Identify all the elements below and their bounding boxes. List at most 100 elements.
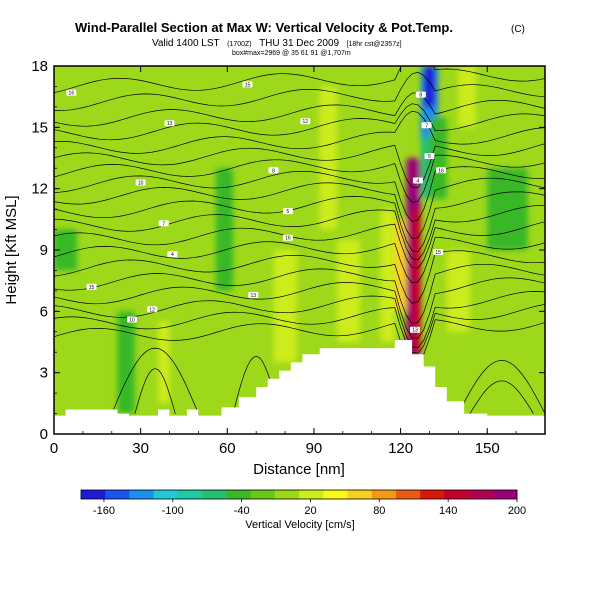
- y-tick-label: 0: [40, 426, 48, 443]
- contour-line: [54, 303, 545, 354]
- colorbar-swatch: [202, 490, 227, 499]
- contour-label-text: 15: [435, 250, 441, 256]
- contour-label: 12: [147, 306, 158, 313]
- contour-label-text: 13: [167, 121, 173, 127]
- contour-label: 10: [135, 179, 146, 187]
- x-tick-label: 90: [306, 440, 323, 457]
- contour-label-box: [282, 234, 293, 241]
- colorbar-swatch: [468, 490, 494, 499]
- y-axis-label: Height [Kft MSL]: [3, 195, 20, 304]
- terrain-mask: [54, 340, 545, 434]
- contour-labels: 16 15 13 12 10 8 7 5 4 16 15 13 12 10 8 7 5 4 16 15 13: [66, 81, 447, 334]
- contour-label: 8: [415, 91, 426, 99]
- contour-label: 16: [66, 89, 77, 97]
- contour-label-box: [433, 249, 444, 256]
- subtitle-forecast: [18hr cst@2357z]: [347, 41, 402, 48]
- contour-label-box: [300, 118, 311, 125]
- contour-line: [54, 204, 545, 261]
- field-cell: [117, 311, 135, 414]
- contour-label: 15: [433, 249, 444, 256]
- contour-label-box: [248, 291, 259, 298]
- contour-line: [54, 319, 545, 365]
- contour-line: [54, 110, 545, 154]
- contour-label-box: [412, 177, 423, 184]
- contour-line: [54, 177, 545, 239]
- field-cell: [157, 321, 170, 404]
- colorbar-label: Vertical Velocity [cm/s]: [245, 519, 354, 531]
- colorbar-swatch: [347, 490, 372, 499]
- contour-label-text: 7: [425, 123, 428, 129]
- contour-label-text: 5: [287, 209, 290, 215]
- colorbar-tick-label: 140: [439, 505, 457, 517]
- colorbar-swatch: [105, 490, 130, 499]
- contour-label: 4: [412, 177, 423, 184]
- field-cell: [412, 209, 421, 353]
- contour-label-box: [268, 167, 279, 174]
- contour-line: [458, 360, 545, 414]
- contour-label: 16: [282, 234, 293, 242]
- contour-label-box: [86, 283, 97, 290]
- contour-label-box: [147, 306, 158, 313]
- contour-label-text: 7: [162, 221, 165, 227]
- colorbar-frame: [80, 489, 518, 500]
- contour-label-text: 10: [129, 318, 135, 324]
- contour-line: [54, 66, 545, 93]
- field-cell: [337, 239, 361, 342]
- contour-line: [54, 277, 545, 339]
- y-tick-label: 15: [31, 119, 48, 136]
- contour-label-text: 13: [251, 293, 257, 299]
- contour-label-text: 8: [272, 168, 275, 174]
- contour-label-text: 13: [412, 328, 418, 334]
- contour-label: 15: [242, 81, 253, 88]
- y-axis: 0 3 6 9 12 15 18: [31, 58, 545, 443]
- contour-label: 7: [421, 122, 432, 129]
- contour-label-text: 4: [171, 252, 174, 258]
- subtitle-valid: Valid 1400 LST: [152, 38, 220, 49]
- contour-label-box: [66, 89, 77, 96]
- contour-line: [54, 263, 545, 324]
- x-tick-label: 30: [132, 440, 149, 457]
- colorbar-tick-label: -160: [93, 505, 115, 517]
- colorbar-tick-label: 200: [508, 505, 526, 517]
- colorbar-tick-label: -40: [234, 505, 250, 517]
- colorbar: -160 -100 -40 20 80 140 200: [80, 489, 526, 517]
- colorbar-swatch: [274, 490, 300, 499]
- colorbar-swatch: [153, 490, 179, 499]
- contour-label-box: [164, 120, 175, 127]
- contour-label-box: [415, 91, 426, 98]
- field-cell: [380, 209, 395, 342]
- colorbar-swatch: [492, 490, 518, 499]
- contour-label: 13: [410, 326, 421, 334]
- contour-label-text: 10: [138, 181, 144, 187]
- contour-label-text: 15: [89, 285, 95, 291]
- contour-label: 15: [86, 283, 97, 291]
- field-cell: [446, 250, 470, 332]
- contour-label-text: 12: [149, 307, 155, 313]
- y-tick-label: 3: [40, 365, 48, 382]
- contour-label-text: 4: [417, 178, 420, 184]
- colorbar-tick-label: 80: [373, 505, 385, 517]
- contour-label: 5: [424, 152, 435, 160]
- contour-line: [54, 154, 545, 203]
- colorbar-tick-label: 20: [304, 505, 316, 517]
- contour-label: 8: [268, 167, 279, 174]
- contour-label: 7: [158, 220, 169, 227]
- contour-line: [111, 347, 199, 414]
- contour-line: [54, 291, 545, 349]
- x-tick-label: 120: [388, 440, 413, 457]
- x-tick-label: 150: [475, 440, 500, 457]
- contour-label: 13: [248, 291, 259, 299]
- colorbar-swatch: [177, 490, 203, 499]
- contour-line: [54, 103, 545, 141]
- contour-line: [134, 368, 176, 414]
- contour-label-box: [436, 167, 447, 174]
- field-cell: [319, 86, 338, 230]
- contour-label-text: 5: [428, 154, 431, 160]
- contour-line: [54, 236, 545, 284]
- contour-label: 5: [282, 208, 293, 215]
- contour-label-box: [158, 220, 169, 227]
- contour-label-box: [126, 316, 137, 323]
- contour-label: 16: [436, 167, 447, 174]
- contour-label-text: 8: [419, 93, 422, 99]
